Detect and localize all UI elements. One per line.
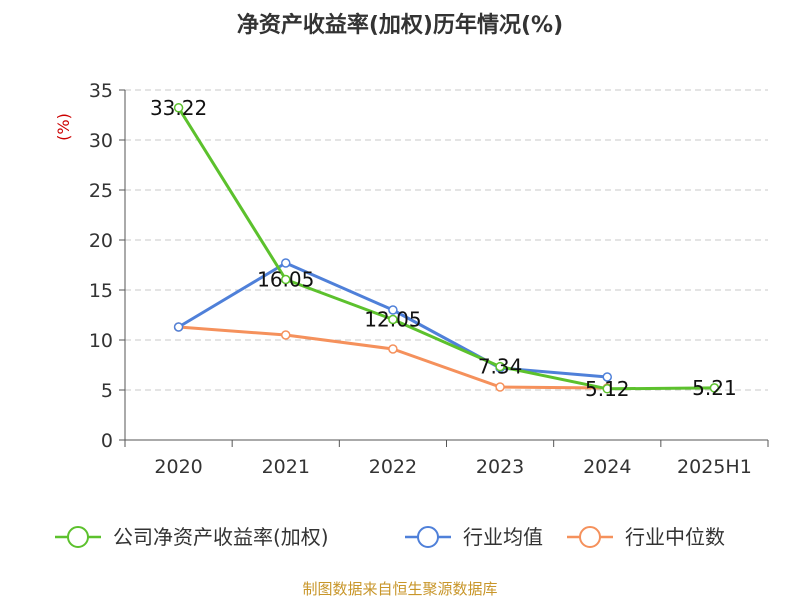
legend[interactable]: 公司净资产收益率(加权) 行业均值 行业中位数 <box>55 525 725 549</box>
legend-item-0[interactable]: 公司净资产收益率(加权) <box>55 525 329 549</box>
series-line-0 <box>177 107 715 391</box>
point-s0-2020 <box>173 103 184 113</box>
legend-label-2: 行业中位数 <box>625 525 725 549</box>
x-tick-labels: 2020 2021 2022 2023 2024 2025H1 <box>154 456 751 478</box>
point-s0-2024 <box>602 384 612 394</box>
data-label-2024: 5.12 <box>585 377 630 401</box>
y-tick-label-30: 30 <box>89 130 113 152</box>
data-label-2021: 16.05 <box>257 268 314 292</box>
y-tick-label-10: 10 <box>89 330 113 352</box>
point-s2-2022 <box>388 344 398 354</box>
point-s1-2024 <box>602 372 612 382</box>
legend-marker-1 <box>417 526 439 548</box>
y-axis-label: (%) <box>54 113 73 141</box>
point-s2-2021 <box>281 330 291 340</box>
y-tick-label-25: 25 <box>89 180 113 202</box>
point-s0-2023 <box>495 361 505 372</box>
y-tick-labels: 0 5 10 15 20 25 30 35 <box>89 80 113 452</box>
x-tick-label-2024: 2024 <box>583 456 631 478</box>
x-tick-label-2022: 2022 <box>369 456 417 478</box>
grid-lines <box>125 89 768 391</box>
y-tick-label-35: 35 <box>89 80 113 102</box>
y-tick-label-5: 5 <box>101 380 113 402</box>
data-label-2025H1: 5.21 <box>692 376 737 400</box>
y-tick-label-20: 20 <box>89 230 113 252</box>
legend-label-0: 公司净资产收益率(加权) <box>113 525 329 549</box>
data-labels: 33.22 16.05 12.05 7.34 5.12 5.21 <box>150 96 737 401</box>
point-s1-2021 <box>281 258 291 268</box>
data-label-2022: 12.05 <box>364 308 421 332</box>
point-s0-2022 <box>388 314 398 325</box>
point-s0-2021 <box>281 274 291 285</box>
x-tick-label-2020: 2020 <box>154 456 202 478</box>
legend-item-1[interactable]: 行业均值 <box>405 525 543 549</box>
point-s2-2023 <box>495 382 505 392</box>
y-tick-label-15: 15 <box>89 280 113 302</box>
x-tick-label-2021: 2021 <box>262 456 310 478</box>
legend-item-2[interactable]: 行业中位数 <box>567 525 725 549</box>
chart-title: 净资产收益率(加权)历年情况(%) <box>237 12 563 38</box>
data-label-2023: 7.34 <box>478 355 523 379</box>
data-label-2020: 33.22 <box>150 96 207 120</box>
x-tick-label-2025H1: 2025H1 <box>677 456 752 478</box>
axes <box>119 89 769 447</box>
source-note: 制图数据来自恒生聚源数据库 <box>302 580 497 598</box>
point-s1-2020 <box>173 322 184 332</box>
point-s1-2022 <box>388 305 398 315</box>
y-tick-label-0: 0 <box>101 430 113 452</box>
series-group <box>173 103 720 394</box>
series-line-2 <box>178 325 608 390</box>
point-s0-2025H1 <box>709 383 720 393</box>
legend-marker-0 <box>67 526 89 548</box>
x-tick-label-2023: 2023 <box>476 456 524 478</box>
legend-label-1: 行业均值 <box>463 525 543 549</box>
legend-marker-2 <box>579 526 601 548</box>
